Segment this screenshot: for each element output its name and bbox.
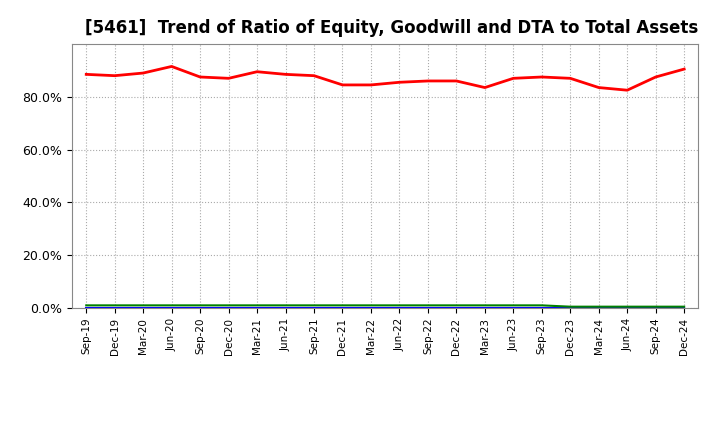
Goodwill: [82, 305, 91, 311]
Equity: [623, 88, 631, 93]
Goodwill: [452, 305, 461, 311]
Goodwill: [537, 305, 546, 311]
Goodwill: [366, 305, 375, 311]
Deferred Tax Assets: [253, 303, 261, 308]
Equity: [139, 70, 148, 76]
Equity: [253, 69, 261, 74]
Deferred Tax Assets: [452, 303, 461, 308]
Deferred Tax Assets: [480, 303, 489, 308]
Deferred Tax Assets: [110, 303, 119, 308]
Equity: [282, 72, 290, 77]
Goodwill: [480, 305, 489, 311]
Deferred Tax Assets: [652, 304, 660, 309]
Deferred Tax Assets: [623, 304, 631, 309]
Goodwill: [566, 305, 575, 311]
Deferred Tax Assets: [366, 303, 375, 308]
Equity: [509, 76, 518, 81]
Deferred Tax Assets: [167, 303, 176, 308]
Equity: [167, 64, 176, 69]
Deferred Tax Assets: [537, 303, 546, 308]
Goodwill: [196, 305, 204, 311]
Deferred Tax Assets: [566, 304, 575, 309]
Line: Equity: Equity: [86, 66, 684, 90]
Goodwill: [623, 305, 631, 311]
Goodwill: [395, 305, 404, 311]
Goodwill: [167, 305, 176, 311]
Goodwill: [110, 305, 119, 311]
Equity: [452, 78, 461, 84]
Deferred Tax Assets: [310, 303, 318, 308]
Deferred Tax Assets: [395, 303, 404, 308]
Equity: [537, 74, 546, 80]
Goodwill: [338, 305, 347, 311]
Deferred Tax Assets: [82, 303, 91, 308]
Line: Deferred Tax Assets: Deferred Tax Assets: [86, 305, 684, 307]
Equity: [480, 85, 489, 90]
Goodwill: [595, 305, 603, 311]
Deferred Tax Assets: [595, 304, 603, 309]
Goodwill: [310, 305, 318, 311]
Equity: [196, 74, 204, 80]
Goodwill: [652, 305, 660, 311]
Deferred Tax Assets: [196, 303, 204, 308]
Goodwill: [423, 305, 432, 311]
Equity: [423, 78, 432, 84]
Deferred Tax Assets: [680, 304, 688, 309]
Goodwill: [680, 305, 688, 311]
Deferred Tax Assets: [509, 303, 518, 308]
Deferred Tax Assets: [282, 303, 290, 308]
Goodwill: [253, 305, 261, 311]
Goodwill: [509, 305, 518, 311]
Goodwill: [139, 305, 148, 311]
Deferred Tax Assets: [139, 303, 148, 308]
Deferred Tax Assets: [423, 303, 432, 308]
Text: [5461]  Trend of Ratio of Equity, Goodwill and DTA to Total Assets: [5461] Trend of Ratio of Equity, Goodwil…: [84, 19, 698, 37]
Equity: [595, 85, 603, 90]
Equity: [225, 76, 233, 81]
Equity: [395, 80, 404, 85]
Equity: [680, 66, 688, 72]
Deferred Tax Assets: [338, 303, 347, 308]
Deferred Tax Assets: [225, 303, 233, 308]
Goodwill: [282, 305, 290, 311]
Equity: [366, 82, 375, 88]
Equity: [310, 73, 318, 78]
Goodwill: [225, 305, 233, 311]
Equity: [652, 74, 660, 80]
Equity: [566, 76, 575, 81]
Equity: [82, 72, 91, 77]
Equity: [338, 82, 347, 88]
Equity: [110, 73, 119, 78]
